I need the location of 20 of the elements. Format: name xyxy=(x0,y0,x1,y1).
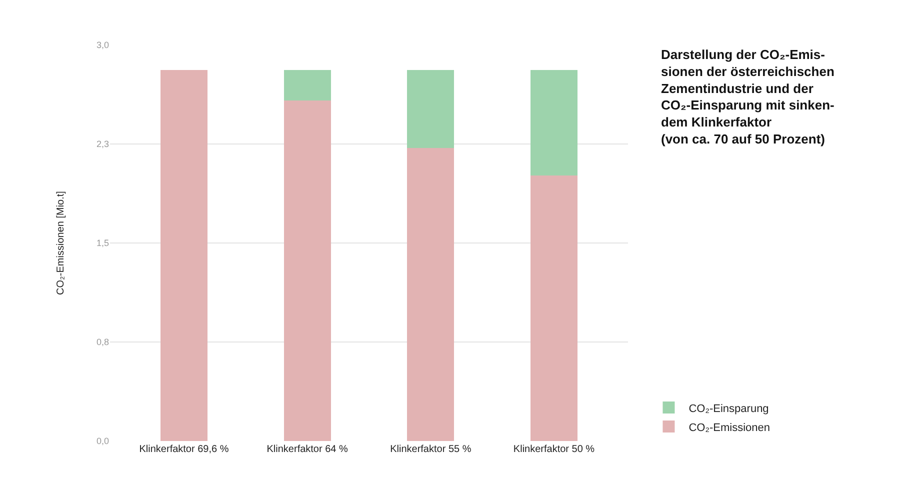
bar xyxy=(160,70,208,441)
bar xyxy=(530,70,578,176)
y-tick-label: 1,5 xyxy=(96,238,109,248)
bar xyxy=(530,176,578,441)
legend-label: CO₂-Einsparung xyxy=(688,402,769,415)
bar xyxy=(407,70,454,148)
x-tick-label: Klinkerfaktor 55 % xyxy=(390,444,472,455)
bar xyxy=(407,148,454,441)
y-tick-label: 0,0 xyxy=(96,436,109,446)
y-tick-label: 3,0 xyxy=(96,40,109,50)
y-tick-label: 0,8 xyxy=(96,337,109,348)
bar xyxy=(284,100,331,441)
x-tick-label: Klinkerfaktor 50 % xyxy=(513,444,595,455)
legend-label: CO₂-Emissionen xyxy=(688,422,770,434)
x-tick-label: Klinkerfaktor 69,6 % xyxy=(139,444,229,455)
y-axis-title: CO₂-Emissionen [Mio.t] xyxy=(55,190,66,295)
y-tick-label: 2,3 xyxy=(96,139,109,150)
bar xyxy=(284,70,331,100)
x-tick-label: Klinkerfaktor 64 % xyxy=(266,444,348,455)
text: Darstellung der CO₂-Emis- sionen der österreichischen Zementindustrie und der CO₂-Einsparung mit sinken- dem Klinkerfaktor (von ca. 70 auf 50 Prozent) xyxy=(661,47,834,146)
